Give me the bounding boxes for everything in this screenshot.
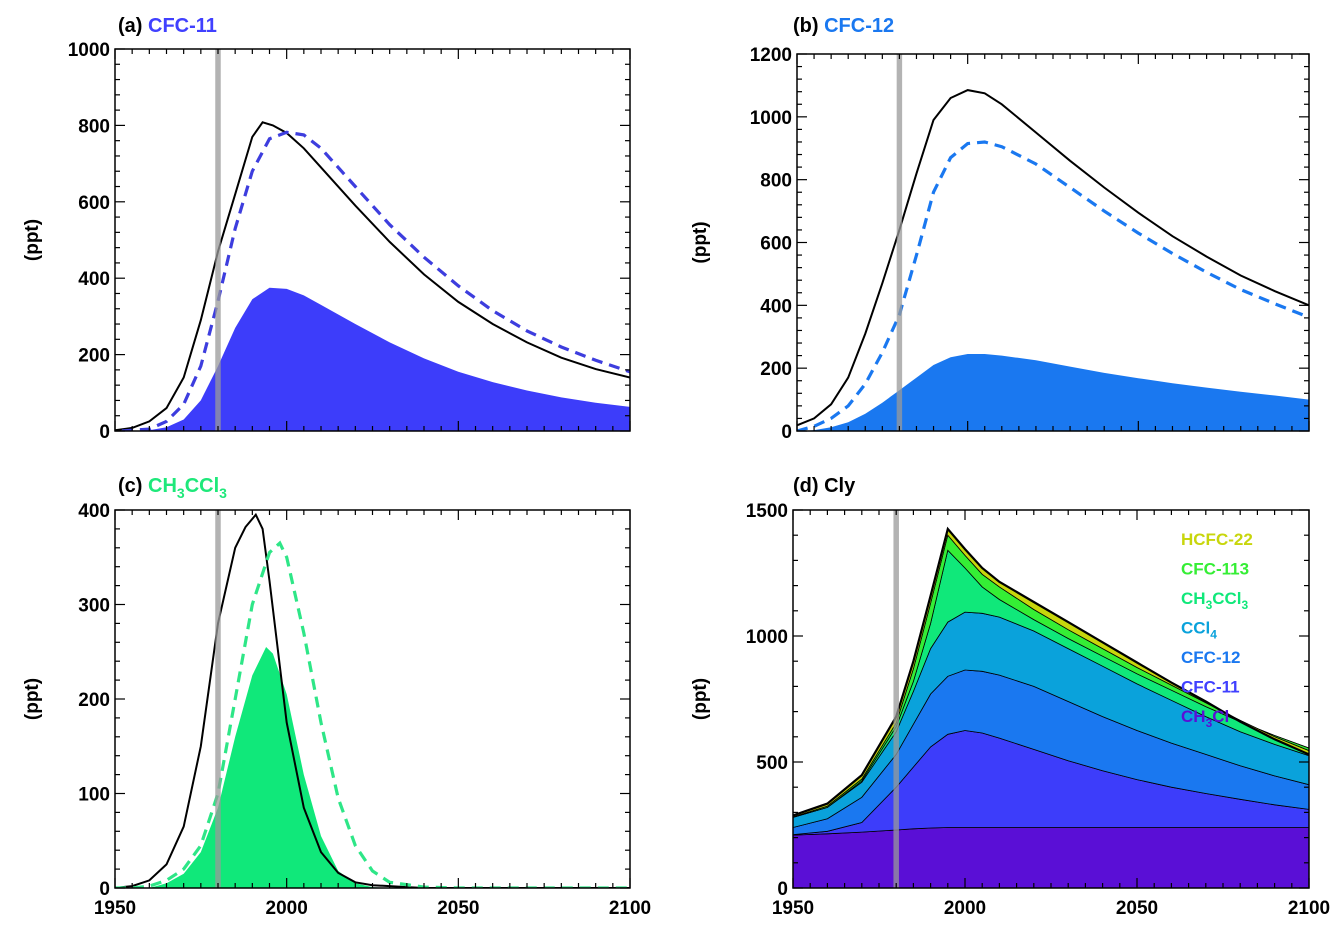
filled-area (149, 647, 390, 888)
x-tick-label: 1950 (94, 898, 136, 919)
panel-c: 0 100 200 300 400 1950 2000 2050 2100 (ppt) (c) CH… (22, 475, 651, 919)
panel-d: 0 500 1000 1500 1950 2000 2050 2100 (ppt) (d) Cly… (690, 475, 1330, 919)
y-tick-label: 400 (78, 269, 110, 290)
y-tick-label: 600 (78, 193, 110, 214)
y-tick-label: 500 (756, 753, 788, 774)
y-axis-label: (ppt) (690, 678, 711, 720)
y-tick-label: 400 (760, 296, 792, 317)
reference-band-1980 (215, 510, 221, 888)
x-tick-label: 2100 (609, 898, 651, 919)
plot-area (115, 49, 630, 431)
legend-entry-ccl4: CCl4 (1181, 619, 1217, 642)
panel-title: (b) CFC-12 (793, 15, 894, 37)
panel-b: 0 200 400 600 800 1000 1200 (ppt) (b) CFC-12 (690, 15, 1310, 443)
y-tick-label: 200 (78, 346, 110, 367)
solid-line (115, 512, 630, 888)
legend-entry-cfc-113: CFC-113 (1181, 560, 1249, 579)
legend-entry-cfc-11: CFC-11 (1181, 678, 1240, 697)
dashed-line (115, 540, 630, 888)
x-tick-label: 2100 (1288, 898, 1330, 919)
y-tick-label: 600 (760, 234, 792, 255)
y-tick-label: 100 (78, 785, 110, 806)
x-tick-label: 2050 (437, 898, 479, 919)
filled-area (142, 287, 630, 431)
y-axis-label: (ppt) (22, 219, 43, 261)
legend-entry-cfc-12: CFC-12 (1181, 648, 1241, 667)
solid-line (797, 89, 1309, 427)
y-tick-label: 1000 (68, 40, 110, 61)
legend-entry-ch3cl: CH3Cl (1181, 707, 1229, 730)
panel-title: (d) Cly (793, 475, 856, 497)
y-tick-label: 1500 (746, 501, 788, 522)
y-tick-label: 0 (99, 879, 110, 900)
y-tick-label: 400 (78, 501, 110, 522)
reference-band-1980 (215, 49, 221, 431)
area-ch3cl (793, 827, 1309, 888)
panel-title: (a) CFC-11 (118, 15, 217, 37)
y-tick-label: 0 (781, 422, 792, 443)
axes-frame (114, 509, 631, 889)
plot-area (793, 510, 1309, 888)
y-axis-label: (ppt) (22, 678, 43, 720)
plot-area (797, 54, 1309, 431)
legend-entry-hcfc-22: HCFC-22 (1181, 530, 1253, 549)
legend-entry-ch3ccl3: CH3CCl3 (1181, 589, 1249, 612)
y-tick-label: 1000 (746, 627, 788, 648)
y-tick-label: 800 (78, 116, 110, 137)
y-tick-label: 200 (78, 690, 110, 711)
y-tick-label: 0 (99, 422, 110, 443)
panel-a: 0 200 400 600 800 1000 (ppt) (a) CFC-11 (22, 15, 631, 443)
y-tick-label: 1200 (750, 45, 792, 66)
dashed-line (121, 130, 630, 431)
y-tick-label: 0 (777, 879, 788, 900)
y-tick-label: 200 (760, 359, 792, 380)
reference-band-1980 (893, 510, 899, 888)
panel-title: (c) CH3CCl3 (118, 475, 227, 501)
filled-area (803, 354, 1309, 431)
reference-band-1980 (896, 54, 903, 431)
y-tick-label: 1000 (750, 108, 792, 129)
x-tick-label: 2050 (1116, 898, 1158, 919)
y-axis-label: (ppt) (690, 221, 711, 263)
x-tick-label: 2000 (266, 898, 308, 919)
y-tick-label: 800 (760, 171, 792, 192)
x-tick-label: 1950 (772, 898, 814, 919)
plot-area (115, 510, 630, 888)
y-tick-label: 300 (78, 596, 110, 617)
x-tick-label: 2000 (944, 898, 986, 919)
